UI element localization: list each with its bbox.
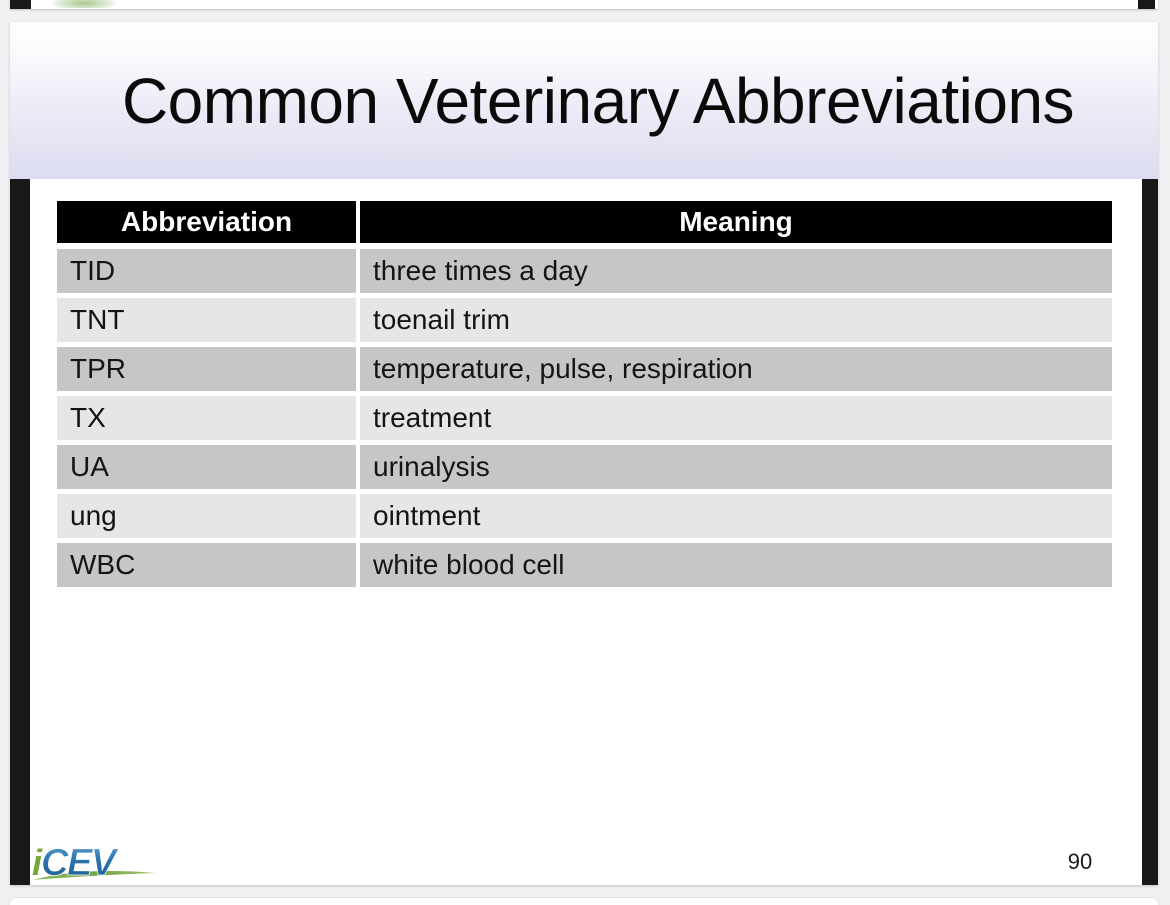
- table-row: TNT toenail trim: [57, 298, 1112, 342]
- header-meaning: Meaning: [360, 201, 1112, 243]
- table-row: ung ointment: [57, 494, 1112, 538]
- slide-title: Common Veterinary Abbreviations: [121, 64, 1075, 137]
- page-number: 90: [1067, 849, 1093, 874]
- table-body: TID three times a day TNT toenail trim TPR te…: [57, 249, 1112, 587]
- slide-title-band: Common Veterinary Abbreviations: [10, 22, 1158, 179]
- left-black-bar: [10, 179, 30, 885]
- meaning-cell: urinalysis: [360, 445, 1112, 489]
- table-row: TPR temperature, pulse, respiration: [57, 347, 1112, 391]
- abbreviation-cell: ung: [57, 494, 356, 538]
- abbreviation-cell: TNT: [57, 298, 356, 342]
- meaning-cell: toenail trim: [360, 298, 1112, 342]
- right-black-bar: [1142, 179, 1158, 885]
- abbreviation-cell: TID: [57, 249, 356, 293]
- table-header-row: Abbreviation Meaning: [57, 201, 1112, 243]
- slide-page: Common Veterinary Abbreviations Abbrevia…: [10, 22, 1158, 885]
- table-row: TID three times a day: [57, 249, 1112, 293]
- abbreviation-cell: TPR: [57, 347, 356, 391]
- abbreviations-table: Abbreviation Meaning TID three times a da…: [57, 201, 1112, 587]
- next-slide-edge: [10, 898, 1158, 905]
- previous-slide-left-bar: [10, 0, 31, 9]
- svg-text:i: i: [32, 842, 43, 883]
- table-row: TX treatment: [57, 396, 1112, 440]
- logo-swoosh: [33, 871, 155, 880]
- table-row: UA urinalysis: [57, 445, 1112, 489]
- svg-text:CEV: CEV: [41, 842, 119, 884]
- previous-slide-right-bar: [1138, 0, 1155, 9]
- meaning-cell: temperature, pulse, respiration: [360, 347, 1112, 391]
- abbreviation-cell: UA: [57, 445, 356, 489]
- table-row: WBC white blood cell: [57, 543, 1112, 587]
- abbreviation-cell: TX: [57, 396, 356, 440]
- meaning-cell: three times a day: [360, 249, 1112, 293]
- header-abbreviation: Abbreviation: [57, 201, 356, 243]
- meaning-cell: white blood cell: [360, 543, 1112, 587]
- abbreviation-cell: WBC: [57, 543, 356, 587]
- icev-logo: i CEV: [32, 842, 155, 884]
- meaning-cell: treatment: [360, 396, 1112, 440]
- previous-logo-swoosh-remnant: [52, 0, 116, 8]
- previous-slide-edge: [10, 0, 1158, 9]
- meaning-cell: ointment: [360, 494, 1112, 538]
